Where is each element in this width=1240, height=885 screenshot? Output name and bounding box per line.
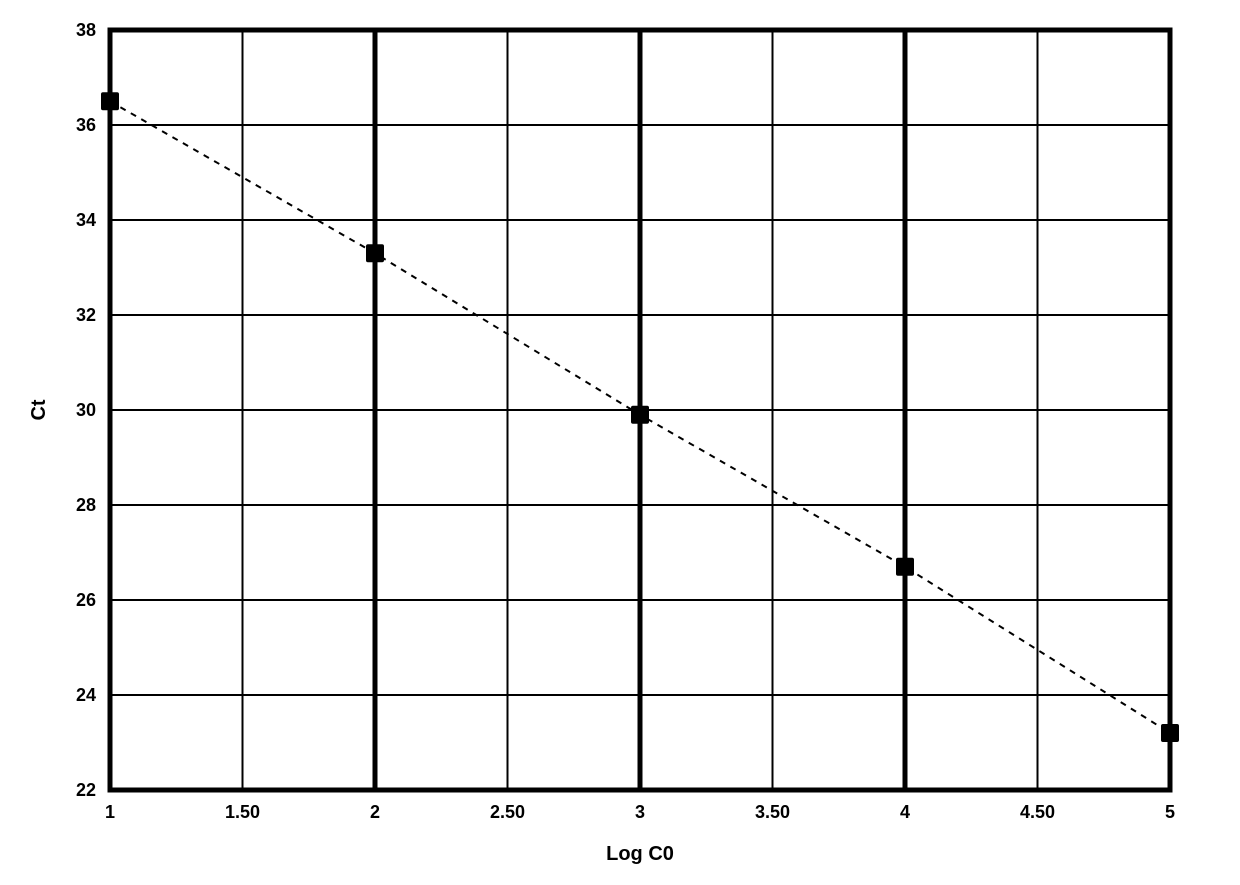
x-tick-label: 1 bbox=[105, 802, 115, 822]
x-tick-label: 4 bbox=[900, 802, 910, 822]
y-tick-label: 30 bbox=[76, 400, 96, 420]
x-tick-label: 5 bbox=[1165, 802, 1175, 822]
x-axis-label: Log C0 bbox=[606, 843, 674, 865]
x-tick-label: 2 bbox=[370, 802, 380, 822]
x-tick-label: 2.50 bbox=[490, 802, 525, 822]
data-marker bbox=[101, 92, 119, 110]
y-tick-label: 32 bbox=[76, 305, 96, 325]
x-tick-label: 3 bbox=[635, 802, 645, 822]
x-tick-label: 3.50 bbox=[755, 802, 790, 822]
chart-container: 1 1.50 2 2.50 3 3.50 4 4.50 5 22 24 26 28 30 32 34 36 38 L… bbox=[0, 0, 1240, 885]
y-axis-label: Ct bbox=[28, 399, 50, 420]
y-tick-label: 28 bbox=[76, 495, 96, 515]
chart-svg: 1 1.50 2 2.50 3 3.50 4 4.50 5 22 24 26 28 30 32 34 36 38 L… bbox=[0, 0, 1240, 885]
y-tick-label: 34 bbox=[76, 210, 96, 230]
data-marker bbox=[896, 558, 914, 576]
data-marker bbox=[366, 244, 384, 262]
y-tick-label: 36 bbox=[76, 115, 96, 135]
y-tick-label: 24 bbox=[76, 685, 96, 705]
x-tick-label: 1.50 bbox=[225, 802, 260, 822]
x-tick-label: 4.50 bbox=[1020, 802, 1055, 822]
data-marker bbox=[1161, 724, 1179, 742]
y-tick-label: 22 bbox=[76, 780, 96, 800]
y-tick-label: 26 bbox=[76, 590, 96, 610]
y-tick-label: 38 bbox=[76, 20, 96, 40]
data-marker bbox=[631, 406, 649, 424]
